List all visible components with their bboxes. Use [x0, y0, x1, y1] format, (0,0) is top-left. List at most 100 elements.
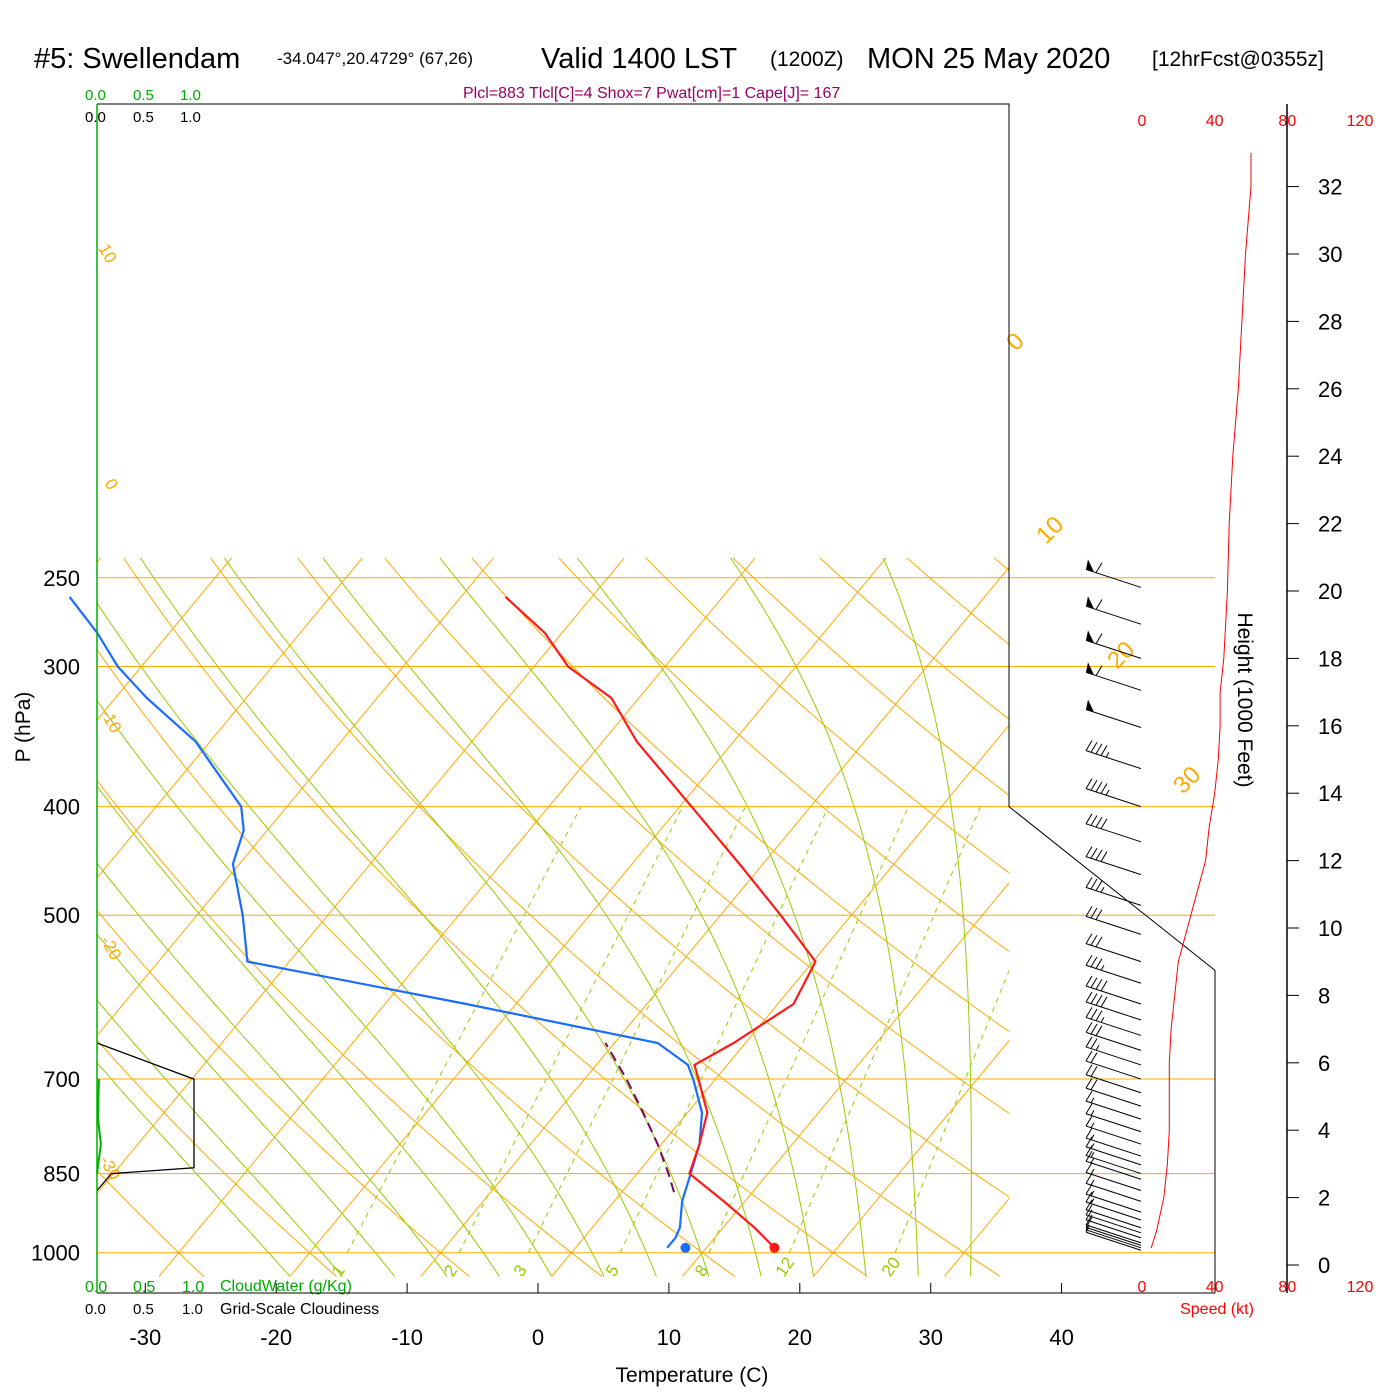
- wind-barb-feather: [1090, 993, 1098, 1004]
- wind-barb: [1085, 596, 1142, 625]
- dry-adiabat--10: [97, 909, 470, 1277]
- wind-barb-half-feather: [1105, 751, 1110, 758]
- height-tick-label-26: 26: [1318, 377, 1342, 402]
- wind-barb-feather: [1095, 599, 1103, 610]
- x-tick-label-30: 30: [918, 1325, 942, 1350]
- wind-barb-feather: [1090, 907, 1098, 919]
- mixing-ratio-label-8: 8: [691, 1261, 712, 1280]
- wind-barb-feather: [1095, 994, 1103, 1006]
- speed-tick-bottom-40: 40: [1206, 1279, 1224, 1296]
- wind-barb: [1085, 662, 1142, 691]
- wind-barb-staff: [1085, 605, 1142, 625]
- wind-barb-staff: [1085, 886, 1142, 906]
- x-tick-label-40: 40: [1049, 1325, 1073, 1350]
- wind-barb-feather: [1100, 851, 1108, 862]
- wind-barb-feather: [1090, 1079, 1098, 1091]
- cloudwater-scale-bottom-2: 1.0: [182, 1279, 204, 1296]
- x-tick-label-0: 0: [532, 1325, 544, 1350]
- wind-barb-feather: [1085, 877, 1093, 888]
- wind-barb: [1085, 1103, 1142, 1133]
- wind-barb-staff: [1085, 671, 1142, 691]
- wind-barb-staff: [1085, 709, 1142, 728]
- wind-barb-feather: [1090, 878, 1098, 890]
- wind-barb-feather: [1100, 996, 1108, 1008]
- wind-barb-pennant: [1086, 699, 1094, 713]
- wind-barb-staff: [1085, 1100, 1142, 1120]
- temperature-trace: [504, 596, 817, 1249]
- wind-barb-staff: [1085, 943, 1142, 963]
- wind-barb-half-feather: [1095, 1044, 1100, 1051]
- p-tick-label-250: 250: [43, 566, 80, 591]
- wind-barb-staff: [1085, 1125, 1142, 1145]
- cloudiness-scale-bottom-1: 0.5: [133, 1301, 154, 1318]
- wind-barb-feather: [1090, 1066, 1098, 1077]
- wind-barb-half-feather: [1090, 1157, 1095, 1164]
- dry-adiabat-10: [97, 648, 735, 1277]
- cloudiness-scale-top-0: 0.0: [85, 109, 106, 126]
- wind-barb-staff: [1085, 1016, 1142, 1036]
- height-tick-label-16: 16: [1318, 714, 1342, 739]
- height-axis-title: Height (1000 Feet): [1233, 612, 1256, 787]
- moist-adiabat--8: [97, 862, 448, 1277]
- height-tick-label-4: 4: [1318, 1118, 1330, 1143]
- dry-adiabat-70: [558, 557, 1009, 953]
- height-tick-label-8: 8: [1318, 983, 1330, 1008]
- moist-adiabat-32: [882, 557, 972, 1277]
- dewpoint-trace: [68, 596, 704, 1249]
- wind-barb-feather: [1085, 906, 1093, 917]
- wind-barb: [1085, 778, 1142, 808]
- wind-barb-half-feather: [1090, 1179, 1095, 1186]
- moist-adiabat-36: [1017, 558, 1039, 1277]
- wind-barb-feather: [1095, 665, 1103, 676]
- cloudwater-scale-top-1: 0.5: [133, 87, 154, 104]
- chart-frame: [96, 103, 1216, 1294]
- wind-barb-half-feather: [1090, 1122, 1095, 1128]
- wind-barb-staff: [1085, 1231, 1142, 1251]
- wind-barb-feather: [1100, 745, 1108, 756]
- moist-adiabat--4: [97, 785, 500, 1277]
- station-title: #5: Swellendam: [34, 43, 240, 75]
- wind-barb-feather: [1095, 936, 1103, 948]
- wind-barb-feather: [1095, 633, 1103, 644]
- wind-barb-half-feather: [1090, 1110, 1095, 1116]
- speed-tick-top-120: 120: [1347, 113, 1374, 130]
- wind-barb-staff: [1085, 964, 1142, 984]
- wind-barb-half-feather: [1100, 1017, 1105, 1023]
- mixing-ratio-line-2: [458, 806, 684, 1253]
- wind-barb-feather: [1085, 1199, 1093, 1210]
- isotherm--30: [158, 557, 756, 1277]
- wind-barb-feather: [1085, 975, 1093, 987]
- y-axis-title: P (hPa): [12, 692, 35, 763]
- isotherm--50: [97, 557, 494, 1037]
- dry-adiabat-90: [732, 557, 1009, 796]
- mixing-ratio-label-3: 3: [510, 1261, 531, 1280]
- wind-barb-feather: [1095, 781, 1103, 793]
- wind-barb-pennant: [1086, 596, 1094, 609]
- dry-adiabat--30: [97, 1169, 205, 1277]
- wind-barb: [1085, 813, 1142, 843]
- wind-barb: [1085, 975, 1142, 1005]
- mixing-ratio-label-12: 12: [772, 1254, 798, 1280]
- wind-barb-feather: [1085, 1136, 1093, 1148]
- wind-barb-staff: [1085, 856, 1142, 876]
- speed-axis-title: Speed (kt): [1180, 1301, 1254, 1318]
- wind-barb-feather: [1095, 880, 1103, 891]
- wind-barb-feather: [1085, 1173, 1093, 1184]
- wind-barb-feather: [1085, 1127, 1093, 1139]
- wind-barb-staff: [1085, 1182, 1142, 1202]
- frame-right-outline: [97, 103, 1216, 1293]
- moist-adiabat-28: [730, 557, 919, 1277]
- speed-tick-bottom-0: 0: [1138, 1279, 1147, 1296]
- isotherm-label-8: 30: [1168, 761, 1206, 799]
- isotherm-label-2: -10: [97, 706, 126, 737]
- utc-time: (1200Z): [770, 48, 844, 71]
- wind-barb: [1085, 1036, 1142, 1066]
- p-tick-label-850: 850: [43, 1162, 80, 1187]
- wind-barb-staff: [1085, 1046, 1142, 1066]
- wind-barb: [1085, 1115, 1142, 1145]
- wind-barb-half-feather: [1105, 789, 1110, 796]
- wind-barb: [1085, 1173, 1142, 1202]
- moist-adiabat--16: [97, 999, 343, 1277]
- wind-barb-feather: [1085, 1204, 1093, 1216]
